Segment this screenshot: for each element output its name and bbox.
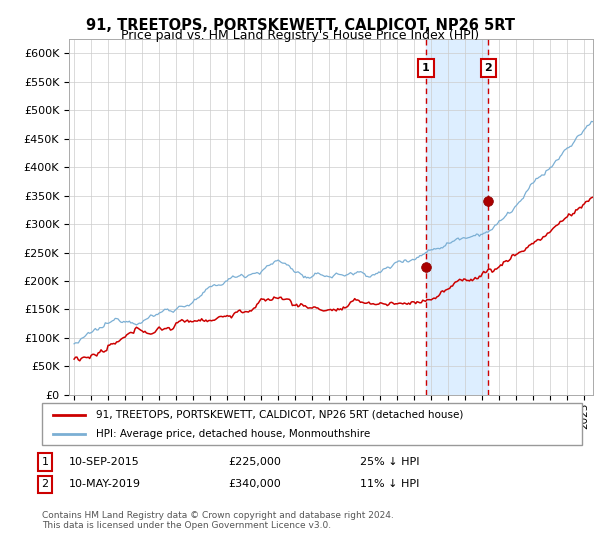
Text: £340,000: £340,000	[228, 479, 281, 489]
Text: Price paid vs. HM Land Registry's House Price Index (HPI): Price paid vs. HM Land Registry's House …	[121, 29, 479, 42]
Bar	[426, 39, 488, 395]
Text: Contains HM Land Registry data © Crown copyright and database right 2024.
This d: Contains HM Land Registry data © Crown c…	[42, 511, 394, 530]
Text: 10-SEP-2015: 10-SEP-2015	[69, 457, 140, 467]
Text: 1: 1	[41, 457, 49, 467]
FancyBboxPatch shape	[42, 403, 582, 445]
Text: HPI: Average price, detached house, Monmouthshire: HPI: Average price, detached house, Monm…	[96, 429, 370, 439]
Text: 2: 2	[41, 479, 49, 489]
Text: 91, TREETOPS, PORTSKEWETT, CALDICOT, NP26 5RT: 91, TREETOPS, PORTSKEWETT, CALDICOT, NP2…	[86, 18, 515, 33]
Text: 10-MAY-2019: 10-MAY-2019	[69, 479, 141, 489]
Text: £225,000: £225,000	[228, 457, 281, 467]
Text: 2: 2	[485, 63, 492, 73]
Text: 1: 1	[422, 63, 430, 73]
Text: 25% ↓ HPI: 25% ↓ HPI	[360, 457, 419, 467]
Text: 11% ↓ HPI: 11% ↓ HPI	[360, 479, 419, 489]
Text: 91, TREETOPS, PORTSKEWETT, CALDICOT, NP26 5RT (detached house): 91, TREETOPS, PORTSKEWETT, CALDICOT, NP2…	[96, 409, 463, 419]
